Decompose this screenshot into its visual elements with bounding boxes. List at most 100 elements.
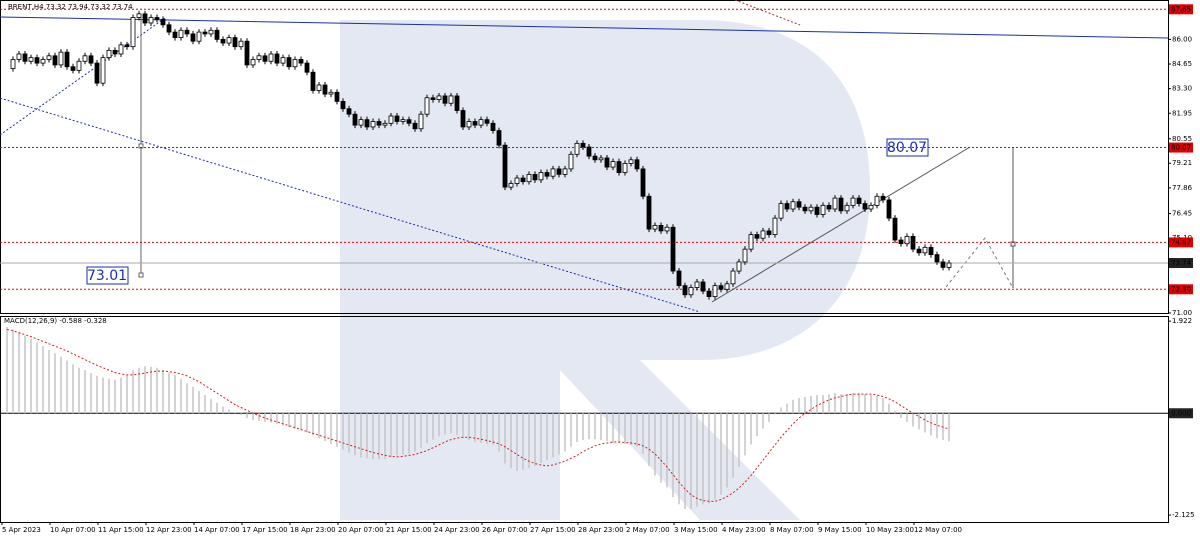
candle (148, 17, 154, 24)
candle (436, 95, 442, 100)
candle (742, 248, 748, 263)
trend-line (0, 17, 166, 136)
candle (580, 142, 586, 148)
y-tick-label: 1.922 (1172, 317, 1192, 325)
candle (28, 57, 34, 62)
candle (226, 37, 232, 44)
candle (202, 31, 208, 35)
candle (826, 204, 832, 210)
candle (646, 195, 652, 230)
candle (862, 203, 868, 210)
candle (58, 51, 64, 66)
candle (664, 226, 670, 232)
candle (154, 17, 160, 20)
candle (496, 130, 502, 146)
level-label-box (1169, 237, 1193, 248)
candle (334, 91, 340, 102)
x-tick-label: 12 Apr 23:00 (146, 526, 192, 534)
x-tick-label: 20 Apr 07:00 (338, 526, 384, 534)
candle (712, 285, 718, 297)
candle (88, 55, 94, 64)
candle (694, 281, 700, 288)
candle (814, 206, 820, 215)
candle (442, 95, 448, 104)
y-tick-label: 76.45 (1172, 210, 1192, 218)
y-tick-label: 77.86 (1172, 184, 1193, 192)
candle (874, 195, 880, 206)
candle (652, 225, 658, 230)
x-tick-label: 9 May 15:00 (818, 526, 862, 534)
candle (808, 206, 814, 212)
candle (892, 217, 898, 241)
candle (130, 17, 136, 48)
annotation: 73.01 (87, 268, 127, 284)
candle (166, 24, 172, 33)
candle (670, 226, 676, 272)
candle (538, 172, 544, 181)
candle (802, 206, 808, 212)
candle (946, 262, 952, 268)
candle (70, 66, 76, 71)
candle (610, 161, 616, 168)
candle (328, 91, 334, 95)
candle (508, 183, 514, 188)
candle (904, 235, 910, 245)
candle (754, 234, 760, 239)
candle (478, 119, 484, 126)
candle (454, 95, 460, 111)
candle (586, 146, 592, 157)
candle (688, 287, 694, 296)
candle (40, 59, 46, 64)
candle (412, 122, 418, 130)
x-tick-label: 3 May 15:00 (674, 526, 718, 534)
price-panel (0, 0, 1169, 314)
candle (736, 261, 742, 272)
candle (94, 62, 100, 84)
candle (250, 59, 256, 66)
y-tick-label: 86.00 (1172, 35, 1192, 43)
price-label: 73.74 (1171, 259, 1192, 267)
watermark (340, 20, 870, 520)
candle (106, 49, 112, 59)
level-label: 74.87 (1171, 238, 1191, 246)
x-tick-label: 4 May 23:00 (722, 526, 766, 534)
forecast-line (711, 146, 971, 303)
x-tick-label: 21 Apr 15:00 (386, 526, 432, 534)
y-tick-label: 83.30 (1172, 85, 1192, 93)
candle (142, 13, 148, 24)
x-tick-label: 17 Apr 15:00 (242, 526, 288, 534)
y-tick-label: 0.000 (1171, 409, 1191, 417)
candle (760, 230, 766, 239)
price-label-box (1169, 258, 1193, 269)
candle (196, 31, 202, 42)
candle (634, 159, 640, 170)
x-tick-label: 10 May 23:00 (866, 526, 914, 534)
candle (856, 197, 862, 204)
y-tick-label: 81.95 (1172, 109, 1192, 117)
candle (244, 40, 250, 66)
annotation: 80.07 (887, 140, 927, 156)
candle (772, 217, 778, 235)
y-tick-label: -2.125 (1172, 511, 1195, 519)
candle (280, 57, 286, 64)
candle (310, 71, 316, 91)
candle (172, 31, 178, 38)
macd-panel (0, 316, 1169, 523)
candle (232, 37, 238, 48)
y-tick-label: 79.21 (1172, 159, 1192, 167)
candle (400, 119, 406, 122)
candle (160, 18, 166, 26)
candle (796, 201, 802, 208)
candle (376, 121, 382, 126)
candle (136, 13, 142, 18)
candle (700, 281, 706, 292)
trend-line (0, 16, 1169, 39)
candle (64, 51, 70, 68)
price-label-box (1169, 408, 1193, 419)
candle (262, 55, 268, 62)
candle (832, 197, 838, 210)
x-tick-label: 10 Apr 07:00 (50, 526, 96, 534)
candle (784, 203, 790, 210)
candle (640, 168, 646, 197)
